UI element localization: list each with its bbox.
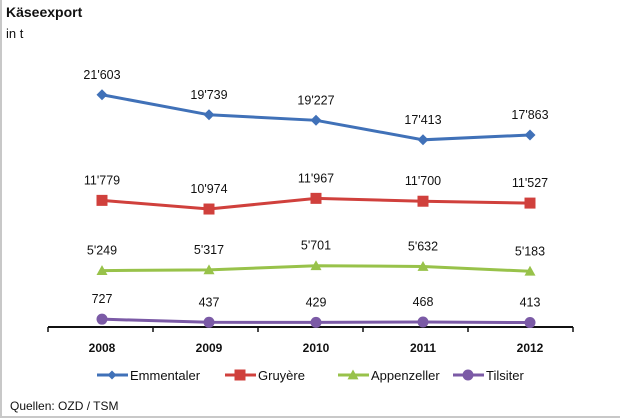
data-point [524,197,536,209]
legend-label: Tilsiter [486,368,524,383]
x-tick-label: 2010 [303,341,330,355]
data-point [524,265,536,276]
x-tick-label: 2012 [517,341,544,355]
data-point [96,313,108,325]
data-point [417,134,429,146]
legend-marker [462,369,474,381]
legend-marker [347,369,359,380]
data-label: 429 [306,295,327,309]
data-point [524,317,536,329]
source-note: Quellen: OZD / TSM [10,399,119,413]
data-label: 11'779 [84,173,120,187]
data-point [310,114,322,126]
data-point [310,260,322,271]
data-label: 19'739 [190,88,227,102]
data-point [203,264,215,275]
data-label: 5'317 [194,243,224,257]
data-point [417,260,429,271]
data-point [417,195,429,207]
data-label: 21'603 [83,68,120,82]
data-point [417,316,429,328]
legend-marker [107,370,117,380]
data-label: 727 [92,292,113,306]
chart-subtitle: in t [6,26,24,41]
x-tick-label: 2009 [196,341,223,355]
x-tick-label: 2008 [89,341,116,355]
data-label: 17'413 [404,113,441,127]
data-label: 5'632 [408,239,438,253]
data-point [203,109,215,121]
data-label: 413 [520,296,541,310]
data-label: 17'863 [511,108,548,122]
data-label: 10'974 [190,182,227,196]
data-point [203,316,215,328]
data-label: 11'527 [512,176,548,190]
chart-title: Käseexport [6,4,83,20]
data-label: 5'183 [515,244,545,258]
data-label: 11'700 [405,174,441,188]
legend-label: Emmentaler [130,368,201,383]
data-point [310,192,322,204]
data-label: 437 [199,295,220,309]
data-point [524,129,536,141]
data-point [96,265,108,275]
data-point [310,316,322,328]
data-label: 5'249 [87,244,117,258]
data-label: 11'967 [298,171,334,185]
data-point [96,89,108,101]
data-point [96,194,108,206]
legend-label: Gruyère [258,368,305,383]
data-label: 19'227 [297,93,334,107]
data-point [203,203,215,215]
x-tick-label: 2011 [410,341,436,355]
data-label: 5'701 [301,239,331,253]
legend-marker [234,369,246,381]
legend-label: Appenzeller [371,368,440,383]
data-label: 468 [413,295,434,309]
